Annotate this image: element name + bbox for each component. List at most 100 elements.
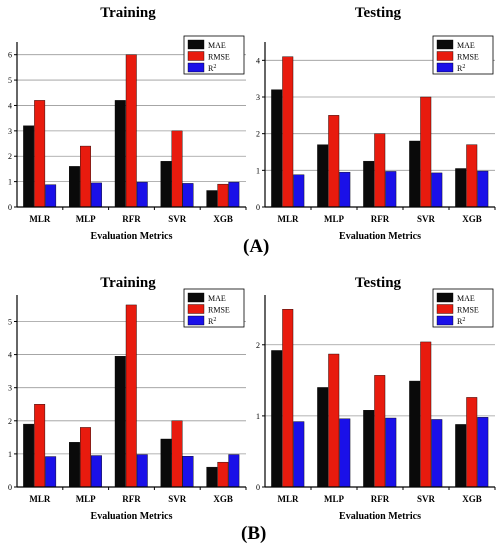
x-tick-label: MLP bbox=[324, 494, 344, 504]
y-tick-label: 4 bbox=[8, 101, 12, 110]
x-axis-label: Evaluation Metrics bbox=[339, 231, 421, 242]
legend-swatch-r2 bbox=[436, 315, 454, 326]
x-tick-label: XGB bbox=[462, 214, 482, 224]
x-tick-label: MLP bbox=[324, 214, 344, 224]
legend-label: MAE bbox=[208, 41, 226, 50]
legend-swatch-mae bbox=[187, 292, 205, 303]
bar-mae-mlr bbox=[271, 350, 283, 488]
y-tick-label: 1 bbox=[256, 166, 260, 175]
bar-rmse-mlp bbox=[328, 353, 340, 488]
chart-panel-1: 0 1 2 3 4 5 6 MLR MLP RFR SVR XGB Training Evaluation… bbox=[8, 5, 247, 242]
legend-label: RMSE bbox=[457, 306, 479, 315]
y-tick-label: 2 bbox=[256, 341, 260, 350]
bar-r2-rfr bbox=[385, 171, 397, 208]
bar-mae-mlp bbox=[69, 442, 80, 488]
bar-rmse-xgb bbox=[217, 183, 229, 208]
bar-r2-svr bbox=[182, 456, 194, 488]
bar-r2-mlp bbox=[90, 182, 102, 208]
bar-mae-mlr bbox=[23, 423, 35, 488]
y-tick-label: 5 bbox=[8, 76, 12, 85]
chart-title: Training bbox=[100, 5, 156, 21]
x-tick-label: MLP bbox=[76, 214, 96, 224]
bar-mae-svr bbox=[160, 438, 172, 488]
legend-label: RMSE bbox=[457, 53, 479, 62]
x-tick-label: RFR bbox=[371, 494, 390, 504]
bar-r2-rfr bbox=[136, 181, 148, 208]
bar-rmse-rfr bbox=[374, 375, 386, 488]
bar-r2-xgb bbox=[228, 454, 240, 488]
bar-mae-mlr bbox=[23, 125, 35, 208]
x-tick-label: RFR bbox=[122, 494, 141, 504]
bar-rmse-svr bbox=[420, 341, 432, 488]
bar-rmse-svr bbox=[420, 96, 432, 208]
x-tick-label: MLR bbox=[278, 214, 299, 224]
chart-panel-4: 0 1 2 MLR MLP RFR SVR XGB Testing Evaluation Metr… bbox=[256, 275, 496, 522]
bar-mae-rfr bbox=[114, 100, 126, 208]
y-tick-label: 2 bbox=[8, 152, 12, 161]
bar-r2-mlp bbox=[339, 171, 351, 208]
y-tick-label: 2 bbox=[256, 130, 260, 139]
bar-rmse-mlr bbox=[282, 309, 294, 488]
chart-panel-3: 0 1 2 3 4 5 MLR MLP RFR SVR XGB Training Evaluation … bbox=[8, 275, 247, 522]
bar-mae-xgb bbox=[455, 168, 467, 208]
bar-r2-xgb bbox=[477, 417, 489, 488]
y-tick-label: 0 bbox=[8, 483, 12, 492]
x-tick-label: MLR bbox=[29, 494, 50, 504]
bar-rmse-mlr bbox=[34, 100, 46, 208]
bar-rmse-mlp bbox=[80, 145, 91, 208]
y-tick-label: 0 bbox=[256, 203, 260, 212]
bar-r2-xgb bbox=[228, 181, 240, 208]
x-tick-label: XGB bbox=[213, 494, 233, 504]
legend-swatch-rmse bbox=[187, 304, 205, 314]
bar-r2-mlr bbox=[293, 174, 305, 208]
y-tick-label: 3 bbox=[256, 93, 260, 102]
x-tick-label: SVR bbox=[168, 214, 187, 224]
bar-mae-mlp bbox=[317, 144, 329, 208]
legend-label: R2 bbox=[457, 317, 465, 326]
y-tick-label: 6 bbox=[8, 51, 12, 60]
chart-panel-2: 0 1 2 3 4 MLR MLP RFR SVR XGB Testing Evaluation Me… bbox=[256, 5, 496, 242]
x-axis-label: Evaluation Metrics bbox=[91, 511, 173, 522]
bar-r2-mlr bbox=[45, 456, 57, 488]
bar-mae-mlr bbox=[271, 89, 283, 208]
legend-swatch-mae bbox=[436, 39, 454, 50]
bar-rmse-xgb bbox=[466, 144, 478, 208]
y-tick-label: 3 bbox=[8, 127, 12, 136]
legend-swatch-rmse bbox=[436, 51, 454, 61]
chart-title: Testing bbox=[355, 5, 402, 21]
bar-rmse-xgb bbox=[466, 397, 478, 488]
y-tick-label: 0 bbox=[8, 203, 12, 212]
legend-label: MAE bbox=[457, 41, 475, 50]
bar-mae-svr bbox=[160, 161, 172, 208]
bar-mae-mlp bbox=[317, 387, 329, 488]
bar-mae-xgb bbox=[455, 424, 467, 488]
bar-mae-svr bbox=[409, 380, 421, 488]
bar-rmse-rfr bbox=[374, 133, 386, 208]
x-axis-label: Evaluation Metrics bbox=[91, 231, 173, 242]
bar-r2-svr bbox=[431, 419, 443, 488]
bar-mae-rfr bbox=[363, 410, 375, 488]
x-tick-label: MLR bbox=[29, 214, 50, 224]
legend-label: MAE bbox=[457, 294, 475, 303]
bar-rmse-svr bbox=[171, 130, 183, 208]
bar-rmse-mlp bbox=[80, 427, 91, 488]
bar-rmse-rfr bbox=[125, 54, 137, 208]
bar-r2-mlp bbox=[90, 455, 102, 488]
y-tick-label: 4 bbox=[8, 351, 12, 360]
legend-swatch-r2 bbox=[187, 315, 205, 326]
x-tick-label: XGB bbox=[213, 214, 233, 224]
bar-rmse-mlp bbox=[328, 115, 340, 208]
x-tick-label: MLP bbox=[76, 494, 96, 504]
y-tick-label: 0 bbox=[256, 483, 260, 492]
legend-swatch-r2 bbox=[187, 62, 205, 73]
x-tick-label: MLR bbox=[278, 494, 299, 504]
y-tick-label: 1 bbox=[256, 412, 260, 421]
x-tick-label: XGB bbox=[462, 494, 482, 504]
legend-label: RMSE bbox=[208, 53, 230, 62]
bar-r2-rfr bbox=[385, 417, 397, 488]
bar-mae-xgb bbox=[206, 190, 218, 208]
bar-r2-mlr bbox=[45, 184, 57, 208]
legend-swatch-mae bbox=[187, 39, 205, 50]
